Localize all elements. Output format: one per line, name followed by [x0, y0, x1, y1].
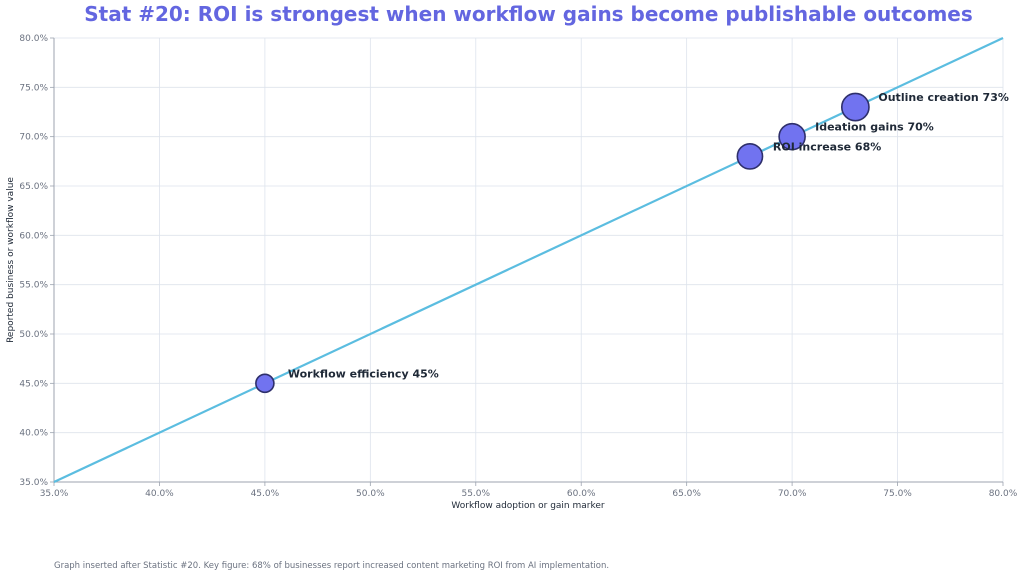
- x-tick-label: 60.0%: [567, 489, 596, 499]
- y-tick-label: 35.0%: [19, 478, 48, 488]
- y-tick-label: 45.0%: [19, 379, 48, 389]
- y-tick-label: 60.0%: [19, 231, 48, 241]
- chart-title: Stat #20: ROI is strongest when workflow…: [84, 2, 973, 26]
- point-label: Ideation gains 70%: [815, 121, 934, 134]
- x-tick-label: 55.0%: [461, 489, 490, 499]
- point-label: Workflow efficiency 45%: [288, 367, 439, 380]
- y-tick-label: 50.0%: [19, 330, 48, 340]
- y-tick-label: 55.0%: [19, 281, 48, 291]
- x-tick-label: 75.0%: [883, 489, 912, 499]
- x-tick-label: 50.0%: [356, 489, 385, 499]
- data-point: [840, 92, 870, 122]
- x-tick-label: 45.0%: [251, 489, 280, 499]
- y-tick-label: 70.0%: [19, 133, 48, 143]
- x-tick-label: 80.0%: [989, 489, 1018, 499]
- x-tick-label: 35.0%: [40, 489, 69, 499]
- x-tick-label: 40.0%: [145, 489, 174, 499]
- y-tick-label: 65.0%: [19, 182, 48, 192]
- y-tick-label: 40.0%: [19, 429, 48, 439]
- data-point: [736, 142, 764, 170]
- point-label: ROI increase 68%: [773, 140, 881, 153]
- y-tick-label: 80.0%: [19, 34, 48, 44]
- point-label: Outline creation 73%: [878, 91, 1009, 104]
- footnote: Graph inserted after Statistic #20. Key …: [54, 561, 610, 571]
- data-point: [255, 373, 275, 394]
- data-points: [255, 92, 870, 394]
- y-tick-label: 75.0%: [19, 83, 48, 93]
- y-axis-label: Reported business or workflow value: [6, 177, 16, 343]
- axes: 35.0% 40.0% 45.0% 50.0% 55.0% 60.0% 65.0% 70.0%…: [19, 34, 1017, 499]
- x-tick-label: 70.0%: [778, 489, 807, 499]
- point-labels: Workflow efficiency 45% ROI increase 68% I…: [288, 91, 1009, 380]
- x-tick-label: 65.0%: [672, 489, 701, 499]
- x-axis-label: Workflow adoption or gain marker: [451, 501, 605, 511]
- data-point: [778, 122, 806, 151]
